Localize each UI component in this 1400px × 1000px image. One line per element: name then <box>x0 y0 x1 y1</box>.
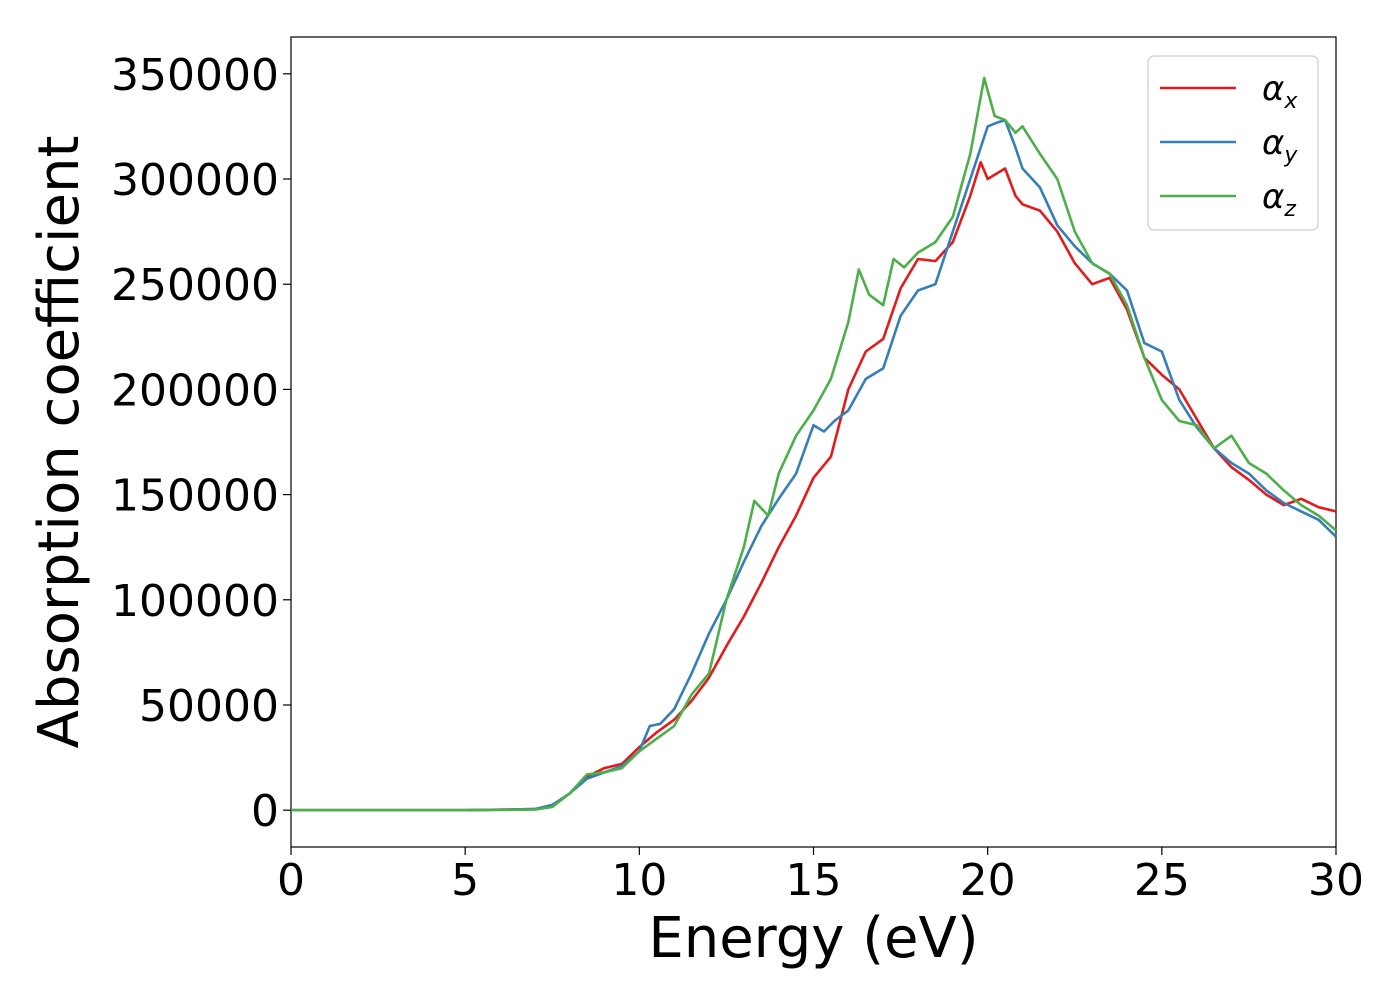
y-tick-label: 150000 <box>111 471 279 522</box>
y-tick-label: 350000 <box>111 50 279 101</box>
y-tick-label: 100000 <box>111 576 279 627</box>
x-axis-ticks: 0 5 10 15 20 25 30 <box>277 847 1364 906</box>
y-tick-label: 50000 <box>139 681 279 732</box>
x-tick-label: 0 <box>277 855 305 906</box>
y-tick-label: 300000 <box>111 155 279 206</box>
series-line-x <box>291 160 1337 812</box>
y-tick-label: 0 <box>251 786 279 837</box>
legend-label-y: αy <box>1262 123 1298 168</box>
x-tick-label: 20 <box>960 855 1016 906</box>
y-axis-ticks: 0 50000 100000 150000 200000 250000 300000 3500… <box>111 50 291 837</box>
series-line-z <box>291 76 1337 812</box>
y-tick-label: 250000 <box>111 260 279 311</box>
legend-label-x: αx <box>1262 69 1298 114</box>
x-tick-label: 30 <box>1308 855 1364 906</box>
y-tick-label: 200000 <box>111 365 279 416</box>
x-tick-label: 15 <box>786 855 842 906</box>
x-axis-label: Energy (eV) <box>648 906 978 971</box>
series-line-y <box>291 118 1337 812</box>
x-tick-label: 10 <box>611 855 667 906</box>
series-layer <box>291 76 1337 812</box>
x-tick-label: 5 <box>451 855 479 906</box>
legend: αx αy αz <box>1147 55 1319 231</box>
legend-label-z: αz <box>1262 177 1296 222</box>
x-tick-label: 25 <box>1134 855 1190 906</box>
y-axis-label: Absorption coefficient <box>27 136 92 749</box>
